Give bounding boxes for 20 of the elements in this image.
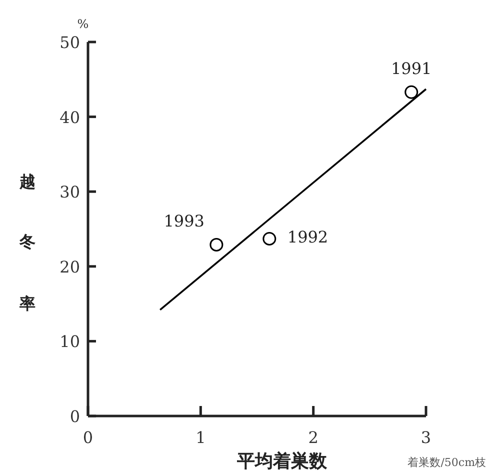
text: 着巣数/50cm枝 (408, 456, 486, 469)
text: % (77, 17, 89, 31)
x-tick-label: 3 (420, 428, 432, 447)
y-tick-label: 20 (60, 257, 80, 276)
annotation: 1992 (287, 228, 328, 247)
y-tick-label: 50 (60, 33, 80, 52)
point (210, 238, 224, 252)
y-tick-label: 10 (60, 332, 80, 352)
x-tick-label: 1 (196, 428, 206, 447)
y-tick-label: 0 (70, 407, 80, 426)
x-axis-title: 平均着巣数 (236, 451, 328, 472)
y-tick-label: 30 (60, 182, 80, 202)
annotation: 1991 (390, 59, 432, 78)
y-axis-title: 越冬率 (18, 160, 38, 340)
point (404, 85, 418, 99)
annotation: 1993 (164, 212, 204, 231)
x-tick-label: 2 (308, 428, 318, 447)
point (262, 232, 276, 246)
y-tick-label: 40 (60, 108, 80, 127)
x-tick-label: 0 (82, 428, 94, 447)
